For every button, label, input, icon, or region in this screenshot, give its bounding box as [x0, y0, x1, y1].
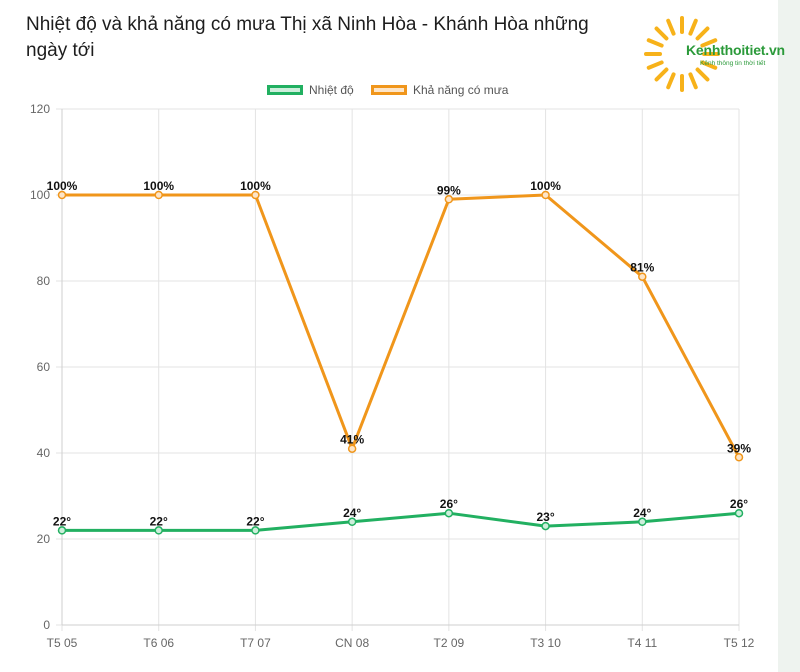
data-point-rain-chance: [251, 190, 260, 200]
x-tick-label: T3 10: [530, 636, 561, 650]
data-label-temperature: 22°: [150, 514, 168, 528]
y-tick-label: 60: [37, 360, 51, 374]
data-label-rain-chance: 99%: [437, 183, 461, 197]
x-tick-label: T7 07: [240, 636, 271, 650]
series-line-temperature: [62, 511, 740, 532]
logo-tagline: Kênh thông tin thời tiết: [700, 60, 766, 67]
x-tick-label: CN 08: [335, 636, 369, 650]
data-label-temperature: 22°: [246, 514, 264, 528]
series-line-rain-chance: [62, 193, 741, 459]
data-point-rain-chance: [541, 190, 550, 200]
y-tick-label: 80: [37, 274, 51, 288]
line-chart: 0 20 40 60 80 100 120 T5 05 T6 06 T7 07 CN 08 T2 09…: [30, 102, 755, 650]
x-tick-label: T4 11: [627, 636, 657, 650]
data-point-rain-chance: [444, 195, 454, 204]
data-label-rain-chance: 100%: [240, 179, 271, 193]
y-tick-label: 20: [37, 532, 51, 546]
data-point-rain-chance: [154, 190, 163, 200]
data-label-rain-chance: 100%: [143, 179, 174, 193]
data-point-temperature: [251, 526, 260, 535]
x-tick-label: T6 06: [143, 636, 174, 650]
data-label-rain-chance: 39%: [727, 441, 751, 455]
y-tick-label: 100: [30, 188, 50, 202]
data-label-temperature: 24°: [633, 506, 651, 520]
data-label-temperature: 26°: [440, 497, 458, 511]
y-tick-label: 120: [30, 102, 50, 116]
chart-card: [0, 0, 778, 672]
x-tick-label: T5 12: [724, 636, 755, 650]
x-tick-label: T2 09: [434, 636, 465, 650]
data-point-temperature: [347, 517, 357, 527]
data-label-rain-chance: 41%: [340, 433, 364, 447]
data-point-temperature: [444, 508, 454, 518]
data-label-temperature: 23°: [536, 510, 554, 524]
chart-title: Nhiệt độ và khả năng có mưa Thị xã Ninh …: [26, 14, 589, 61]
data-point-temperature: [541, 521, 550, 531]
data-point-rain-chance: [57, 190, 67, 200]
data-point-temperature: [734, 508, 744, 518]
data-label-temperature: 22°: [53, 514, 71, 528]
data-label-temperature: 24°: [343, 506, 361, 520]
logo-name[interactable]: Kenhthoitiet.vn: [686, 42, 785, 58]
data-point-rain-chance: [734, 453, 744, 462]
data-label-rain-chance: 100%: [47, 179, 78, 193]
sun-icon: [644, 16, 720, 92]
data-point-rain-chance: [638, 272, 647, 281]
data-point-temperature: [154, 526, 163, 535]
page-edge: [778, 0, 800, 672]
x-tick-label: T5 05: [47, 636, 78, 650]
y-tick-label: 0: [43, 618, 50, 632]
data-point-temperature: [57, 526, 67, 535]
data-point-temperature: [638, 517, 647, 527]
data-label-rain-chance: 81%: [630, 261, 654, 275]
chart-legend: Nhiệt độ Khả năng có mưa: [0, 83, 778, 103]
legend-swatch-temperature: [267, 85, 303, 95]
legend-item-temperature[interactable]: Nhiệt độ: [267, 83, 354, 97]
legend-label-rain-chance: Khả năng có mưa: [413, 83, 509, 97]
data-label-temperature: 26°: [730, 497, 748, 511]
y-tick-label: 40: [37, 446, 51, 460]
legend-label-temperature: Nhiệt độ: [309, 83, 354, 97]
data-point-rain-chance: [347, 444, 357, 453]
legend-swatch-rain-chance: [371, 85, 407, 95]
legend-item-rain-chance[interactable]: Khả năng có mưa: [371, 83, 508, 97]
data-label-rain-chance: 100%: [530, 179, 561, 193]
